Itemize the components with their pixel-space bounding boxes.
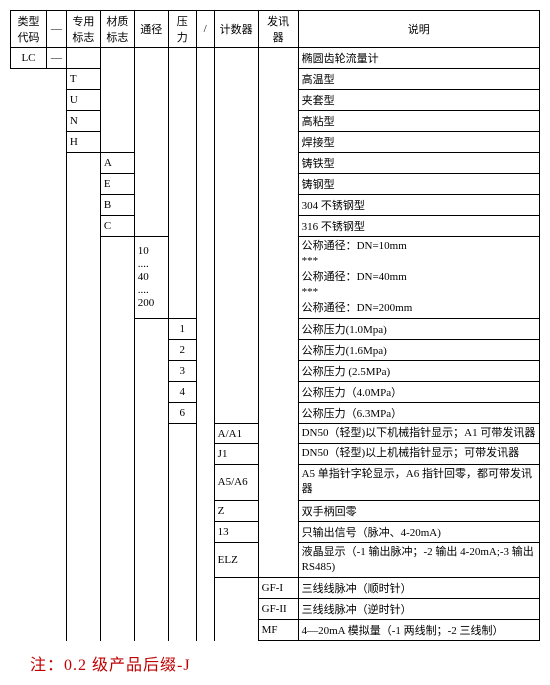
- footnote: 注：0.2 级产品后缀-J: [10, 651, 540, 675]
- cell-desc: 夹套型: [298, 90, 539, 111]
- cell-c4: A: [100, 153, 134, 174]
- cell-desc: DN50（轻型)以下机械指针显示；A1 可带发讯器: [298, 423, 539, 443]
- table-row: A 铸铁型: [11, 153, 540, 174]
- cell-c8: A/A1: [214, 423, 258, 443]
- cell-desc: 公称通径：DN=10mm *** 公称通径：DN=40mm *** 公称通径：D…: [298, 237, 539, 319]
- table-row: N 高粘型: [11, 111, 540, 132]
- cell-desc: 只输出信号（脉冲、4-20mA): [298, 521, 539, 542]
- cell-c6: 4: [168, 381, 196, 402]
- header-c4: 材质标志: [100, 11, 134, 48]
- spec-table: 类型代码 — 专用标志 材质标志 通径 压力 / 计数器 发讯器 说明 LC —…: [10, 10, 540, 641]
- cell-c4: E: [100, 174, 134, 195]
- header-c1: 类型代码: [11, 11, 47, 48]
- header-c6: 压力: [168, 11, 196, 48]
- cell-desc: 316 不锈钢型: [298, 216, 539, 237]
- cell-desc: 三线线脉冲（顺时针）: [298, 578, 539, 599]
- cell-desc: 公称压力 (2.5MPa): [298, 360, 539, 381]
- header-c7: /: [196, 11, 214, 48]
- cell-desc: DN50（轻型)以上机械指针显示；可带发讯器: [298, 444, 539, 464]
- cell-c6: 3: [168, 360, 196, 381]
- header-c3: 专用标志: [66, 11, 100, 48]
- cell-desc: 公称压力（6.3MPa）: [298, 402, 539, 423]
- table-row: LC — 椭圆齿轮流量计: [11, 48, 540, 69]
- cell-desc: 铸铁型: [298, 153, 539, 174]
- cell-c3: T: [66, 69, 100, 90]
- cell-c8: 13: [214, 521, 258, 542]
- header-c5: 通径: [134, 11, 168, 48]
- cell-c2: —: [46, 48, 66, 69]
- cell-desc: 304 不锈钢型: [298, 195, 539, 216]
- cell-c3: U: [66, 90, 100, 111]
- cell-c8: Z: [214, 500, 258, 521]
- table-row: H 焊接型: [11, 132, 540, 153]
- cell-c9: GF-II: [258, 599, 298, 620]
- cell-desc: 公称压力（4.0MPa）: [298, 381, 539, 402]
- cell-c9: MF: [258, 620, 298, 641]
- cell-c8: J1: [214, 444, 258, 464]
- cell-desc: A5 单指针字轮显示，A6 指针回零，都可带发讯器: [298, 464, 539, 500]
- cell-desc: 公称压力(1.0Mpa): [298, 318, 539, 339]
- cell-desc: 双手柄回零: [298, 500, 539, 521]
- cell-c9: GF-I: [258, 578, 298, 599]
- cell-desc: 椭圆齿轮流量计: [298, 48, 539, 69]
- cell-c5: 10 .... 40 .... 200: [134, 237, 168, 319]
- header-c8: 计数器: [214, 11, 258, 48]
- cell-desc: 高粘型: [298, 111, 539, 132]
- cell-c6: 2: [168, 339, 196, 360]
- cell-desc: 液晶显示（-1 输出脉冲；-2 输出 4-20mA;-3 输出 RS485): [298, 542, 539, 578]
- cell-c6: 6: [168, 402, 196, 423]
- cell-c4: C: [100, 216, 134, 237]
- cell-desc: 高温型: [298, 69, 539, 90]
- cell-desc: 公称压力(1.6Mpa): [298, 339, 539, 360]
- cell-desc: 4—20mA 模拟量（-1 两线制；-2 三线制）: [298, 620, 539, 641]
- cell-c8: A5/A6: [214, 464, 258, 500]
- table-row: U 夹套型: [11, 90, 540, 111]
- table-row: T 高温型: [11, 69, 540, 90]
- header-c2: —: [46, 11, 66, 48]
- cell-desc: 焊接型: [298, 132, 539, 153]
- cell-c3: N: [66, 111, 100, 132]
- cell-c3: H: [66, 132, 100, 153]
- cell-c4: B: [100, 195, 134, 216]
- cell-c6: 1: [168, 318, 196, 339]
- cell-desc: 铸钢型: [298, 174, 539, 195]
- cell-c1: LC: [11, 48, 47, 69]
- cell-c8: ELZ: [214, 542, 258, 578]
- cell-desc: 三线线脉冲（逆时针）: [298, 599, 539, 620]
- header-c9: 发讯器: [258, 11, 298, 48]
- header-c10: 说明: [298, 11, 539, 48]
- header-row: 类型代码 — 专用标志 材质标志 通径 压力 / 计数器 发讯器 说明: [11, 11, 540, 48]
